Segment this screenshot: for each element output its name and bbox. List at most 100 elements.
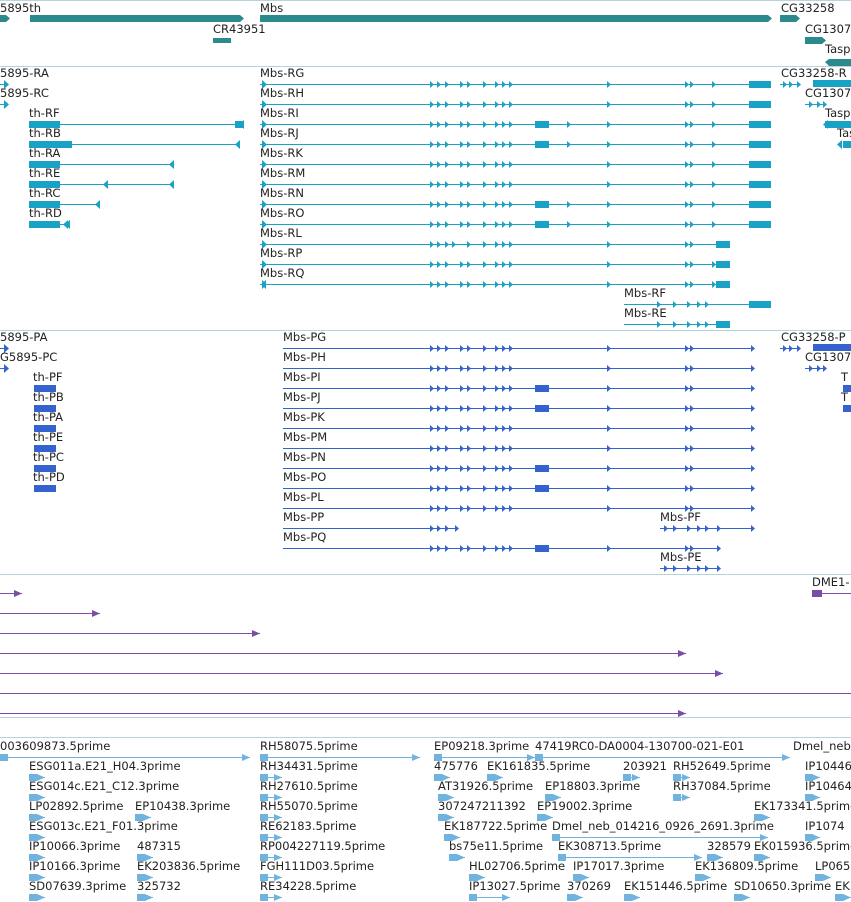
est-label[interactable]: RH37084.5prime xyxy=(673,779,771,793)
est-label[interactable]: EK187722.5prime xyxy=(444,819,548,833)
est-label[interactable]: IP10166.3prime xyxy=(29,859,121,873)
transcript-label[interactable]: Mbs-RJ xyxy=(260,126,299,140)
gene-label-th[interactable]: 5895th xyxy=(0,1,42,15)
protein-label[interactable]: Mbs-PF xyxy=(660,510,701,524)
est-label[interactable]: EP10438.3prime xyxy=(135,799,231,813)
est-label[interactable]: RE62183.5prime xyxy=(260,819,357,833)
est-label[interactable]: IP10464 xyxy=(805,779,851,793)
protein-label[interactable]: Mbs-PG xyxy=(283,330,327,344)
est-label[interactable]: ESG013c.E21_F01.3prime xyxy=(29,819,178,833)
est-label[interactable]: EK015936.5prime xyxy=(754,839,851,853)
transcript-label[interactable]: Mbs-RN xyxy=(260,186,304,200)
est-label[interactable]: FGH111D03.5prime xyxy=(260,859,375,873)
est-label[interactable]: SD07639.3prime xyxy=(29,879,127,893)
est-label[interactable]: EK161835.5prime xyxy=(487,759,591,773)
est-label[interactable]: EK173341.5prime xyxy=(754,799,851,813)
protein-label[interactable]: Mbs-PN xyxy=(283,450,326,464)
transcript-label[interactable]: CG33258-R xyxy=(781,66,847,80)
est-label[interactable]: LP065 xyxy=(815,859,851,873)
est-label[interactable]: 328579 xyxy=(707,839,751,853)
protein-label[interactable]: Mbs-PH xyxy=(283,350,326,364)
transcript-label[interactable]: Tas xyxy=(837,126,851,140)
est-label[interactable]: EK xyxy=(835,879,850,893)
protein-label[interactable]: T xyxy=(841,370,849,384)
protein-label[interactable]: Mbs-PI xyxy=(283,370,321,384)
protein-label[interactable]: th-PB xyxy=(33,390,64,404)
est-label[interactable]: RH34431.5prime xyxy=(260,759,358,773)
transcript-label[interactable]: Mbs-RK xyxy=(260,146,303,160)
est-label[interactable]: RH52649.5prime xyxy=(673,759,771,773)
est-label[interactable]: EK203836.5prime xyxy=(137,859,241,873)
transcript-label[interactable]: th-RD xyxy=(29,206,62,220)
transcript-label[interactable]: Mbs-RP xyxy=(260,246,303,260)
protein-label[interactable]: Mbs-PM xyxy=(283,430,328,444)
gene-label-mbs[interactable]: Mbs xyxy=(260,1,284,15)
est-label[interactable]: 370269 xyxy=(567,879,611,893)
protein-label[interactable]: 5895-PA xyxy=(0,330,48,344)
est-label[interactable]: 307247211392 xyxy=(438,799,526,813)
gene-label-tasp[interactable]: Tasp xyxy=(825,42,851,56)
est-label[interactable]: RP004227119.5prime xyxy=(260,839,386,853)
transcript-label[interactable]: th-RC xyxy=(29,186,61,200)
transcript-label[interactable]: th-RB xyxy=(29,126,61,140)
est-label[interactable]: Dmel_neb xyxy=(793,739,851,753)
est-label[interactable]: RH58075.5prime xyxy=(260,739,358,753)
est-label[interactable]: RE34228.5prime xyxy=(260,879,357,893)
est-label[interactable]: 47419RC0-DA0004-130700-021-E01 xyxy=(535,739,745,753)
protein-label[interactable]: Mbs-PO xyxy=(283,470,327,484)
protein-label[interactable]: G5895-PC xyxy=(0,350,58,364)
est-label[interactable]: LP02892.5prime xyxy=(29,799,124,813)
protein-label[interactable]: Mbs-PL xyxy=(283,490,324,504)
transcript-label[interactable]: th-RF xyxy=(29,106,60,120)
transcript-label[interactable]: Mbs-RF xyxy=(624,286,666,300)
est-label[interactable]: ESG014c.E21_C12.3prime xyxy=(29,779,180,793)
est-label[interactable]: IP10446 xyxy=(805,759,851,773)
transcript-label[interactable]: Mbs-RG xyxy=(260,66,305,80)
est-label[interactable]: EK308713.5prime xyxy=(558,839,662,853)
est-label[interactable]: EK136809.5prime xyxy=(695,859,799,873)
est-label[interactable]: ESG011a.E21_H04.3prime xyxy=(29,759,181,773)
transcript-label[interactable]: Mbs-RH xyxy=(260,86,305,100)
protein-label[interactable]: th-PF xyxy=(33,370,63,384)
transcript-label[interactable]: 5895-RA xyxy=(0,66,49,80)
est-label[interactable]: AT31926.5prime xyxy=(438,779,534,793)
est-label[interactable]: IP13027.5prime xyxy=(469,879,561,893)
transcript-label[interactable]: Mbs-RI xyxy=(260,106,299,120)
protein-label[interactable]: CG1307 xyxy=(805,350,851,364)
transcript-label[interactable]: th-RA xyxy=(29,146,61,160)
est-label[interactable]: bs75e11.5prime xyxy=(449,839,544,853)
est-label[interactable]: 487315 xyxy=(137,839,181,853)
est-label[interactable]: EP09218.3prime xyxy=(434,739,530,753)
gene-label-cg1307[interactable]: CG1307 xyxy=(805,22,851,36)
est-label[interactable]: SD10650.3prime xyxy=(734,879,832,893)
dna-feature-label[interactable]: DME1- xyxy=(812,575,850,589)
est-label[interactable]: IP10066.3prime xyxy=(29,839,121,853)
transcript-label[interactable]: Mbs-RO xyxy=(260,206,305,220)
protein-label[interactable]: th-PC xyxy=(33,450,64,464)
transcript-label[interactable]: Mbs-RM xyxy=(260,166,306,180)
protein-label[interactable]: Mbs-PK xyxy=(283,410,325,424)
est-label[interactable]: 003609873.5prime xyxy=(0,739,111,753)
est-label[interactable]: EP18803.3prime xyxy=(545,779,641,793)
protein-label[interactable]: Mbs-PQ xyxy=(283,530,327,544)
transcript-label[interactable]: Mbs-RQ xyxy=(260,266,305,280)
protein-label[interactable]: th-PE xyxy=(33,430,64,444)
est-label[interactable]: 203921 xyxy=(623,759,667,773)
est-label[interactable]: EP19002.3prime xyxy=(537,799,633,813)
transcript-label[interactable]: CG1307 xyxy=(805,86,851,100)
est-label[interactable]: RH27610.5prime xyxy=(260,779,358,793)
est-label[interactable]: HL02706.5prime xyxy=(469,859,566,873)
protein-label[interactable]: CG33258-P xyxy=(781,330,846,344)
gene-label-cr43951[interactable]: CR43951 xyxy=(213,22,266,36)
est-label[interactable]: 475776 xyxy=(434,759,478,773)
est-label[interactable]: RH55070.5prime xyxy=(260,799,358,813)
est-label[interactable]: 325732 xyxy=(137,879,181,893)
transcript-label[interactable]: Mbs-RE xyxy=(624,306,667,320)
protein-label[interactable]: th-PA xyxy=(33,410,64,424)
transcript-label[interactable]: Mbs-RL xyxy=(260,226,302,240)
est-label[interactable]: IP17017.3prime xyxy=(573,859,665,873)
est-label[interactable]: EK151446.5prime xyxy=(624,879,728,893)
est-label[interactable]: Dmel_neb_014216_0926_2691.3prime xyxy=(552,819,774,833)
protein-label[interactable]: th-PD xyxy=(33,470,65,484)
transcript-label[interactable]: th-RE xyxy=(29,166,61,180)
